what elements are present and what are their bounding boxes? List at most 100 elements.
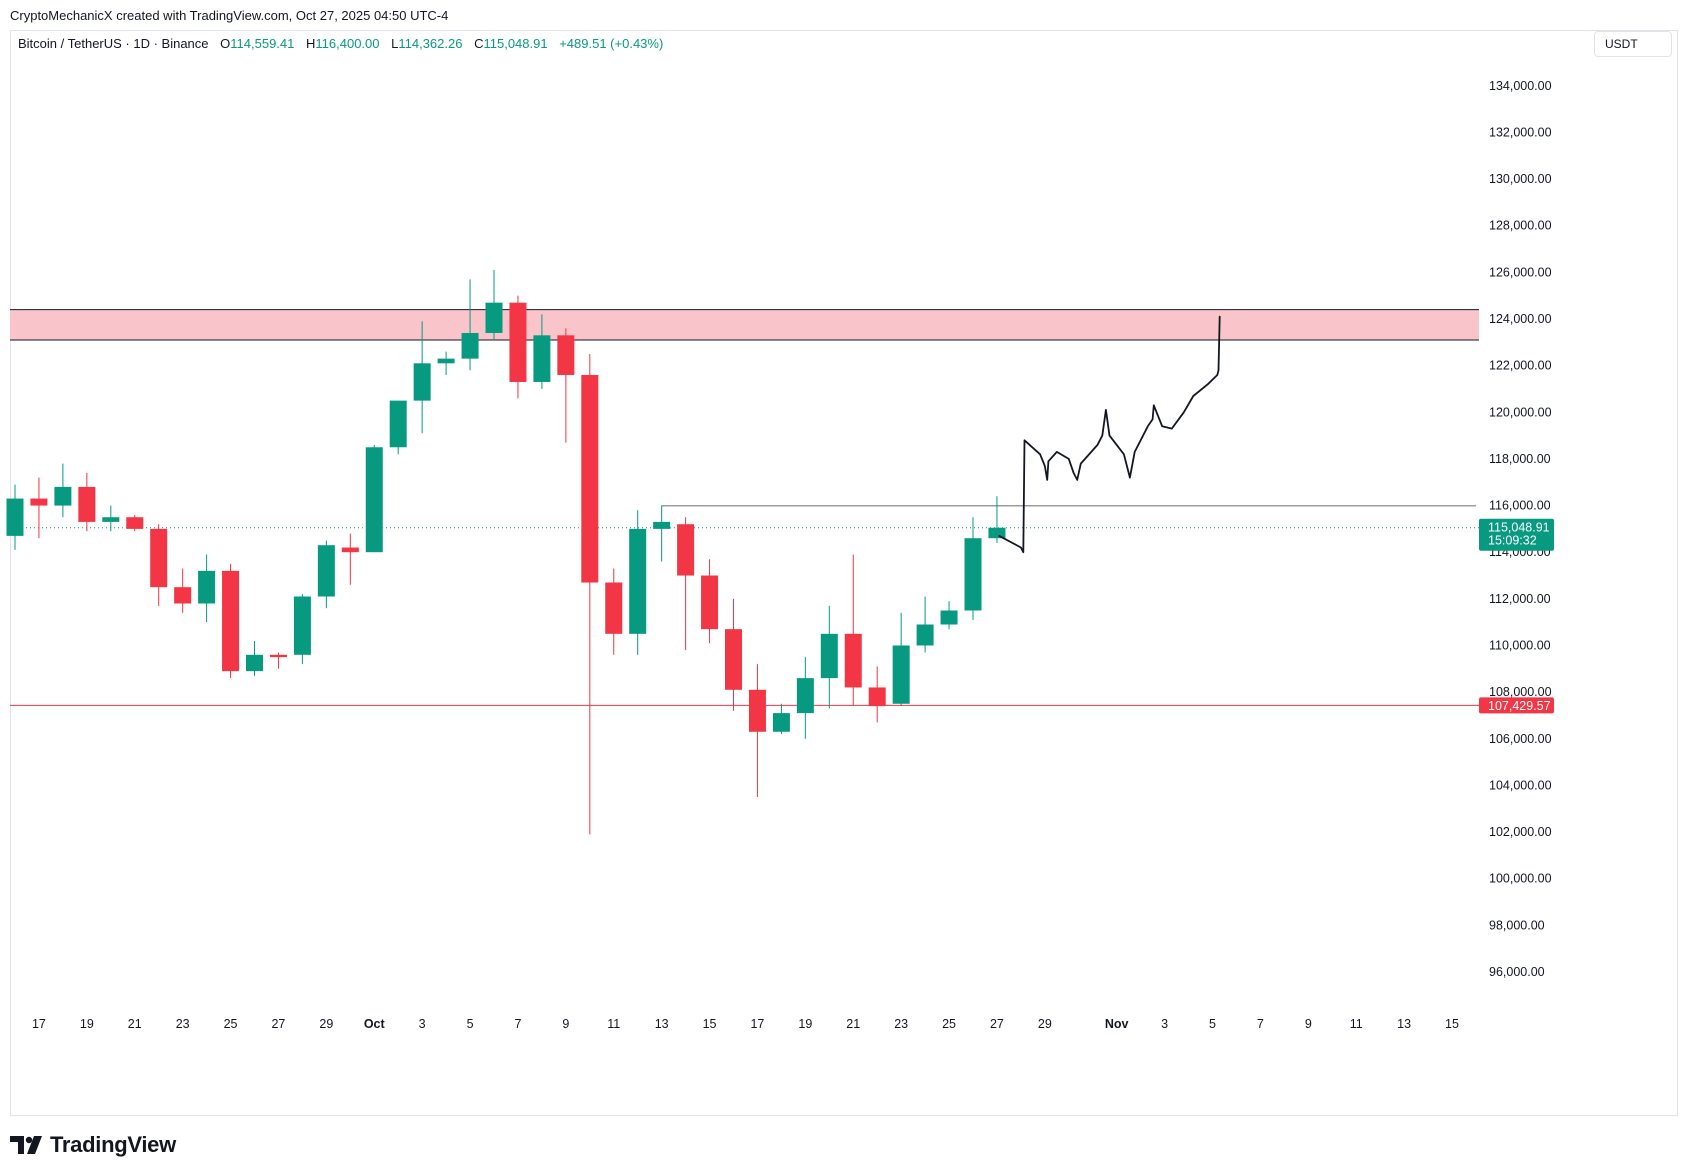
y-tick-label: 126,000.00 [1489, 265, 1552, 279]
candle[interactable] [677, 517, 695, 651]
candle[interactable] [988, 496, 1006, 543]
candle-body [126, 517, 144, 529]
candle-body [461, 332, 479, 359]
candle-body [748, 689, 766, 732]
x-tick-label: Oct [364, 1017, 386, 1031]
candle[interactable] [772, 703, 790, 735]
candle[interactable] [341, 533, 359, 585]
candle[interactable] [293, 594, 311, 665]
candle[interactable] [844, 554, 862, 707]
candle[interactable] [317, 540, 335, 609]
candle[interactable] [629, 510, 647, 655]
candle[interactable] [198, 554, 216, 623]
candle-body [725, 629, 742, 690]
candle[interactable] [150, 524, 168, 606]
candle-body [581, 374, 599, 583]
x-tick-label: 3 [1161, 1017, 1168, 1031]
x-tick-label: 25 [942, 1017, 956, 1031]
candle[interactable] [6, 484, 24, 550]
x-tick-label: 15 [1445, 1017, 1459, 1031]
candle[interactable] [796, 657, 814, 739]
candle[interactable] [509, 295, 527, 399]
candle[interactable] [748, 664, 766, 798]
brand-name: TradingView [50, 1132, 176, 1157]
candle[interactable] [30, 477, 48, 539]
candle-body [653, 521, 671, 529]
last-price-badge-bg [1479, 518, 1554, 551]
candle[interactable] [892, 612, 910, 707]
candle[interactable] [413, 321, 431, 434]
candle[interactable] [365, 444, 383, 553]
last-price-value: 115,048.91 [1488, 521, 1550, 535]
candle-body [485, 302, 503, 333]
candle-body [293, 596, 311, 655]
candle-body [174, 587, 192, 604]
low-value: 114,362.26 [398, 36, 463, 51]
candle[interactable] [102, 505, 120, 532]
candle[interactable] [533, 314, 551, 389]
support-price-label: 107,429.57 [1488, 699, 1551, 713]
candle-body [317, 545, 335, 597]
candle[interactable] [605, 568, 623, 655]
candle[interactable] [269, 652, 287, 669]
x-tick-label: 25 [224, 1017, 238, 1031]
candle-body [605, 582, 623, 634]
candle-body [269, 654, 287, 658]
y-tick-label: 120,000.00 [1489, 405, 1552, 419]
candle-body [102, 517, 120, 522]
candle[interactable] [461, 279, 479, 371]
x-tick-label: 19 [80, 1017, 94, 1031]
x-tick-label: 15 [703, 1017, 717, 1031]
candle-body [222, 570, 240, 672]
candle[interactable] [485, 270, 503, 340]
candle[interactable] [868, 666, 886, 723]
currency-selector[interactable]: USDT [1594, 31, 1672, 57]
x-tick-label: 5 [467, 1017, 474, 1031]
candle[interactable] [246, 640, 263, 676]
x-tick-label: 9 [562, 1017, 569, 1031]
y-tick-label: 130,000.00 [1489, 172, 1552, 186]
candle[interactable] [389, 400, 407, 455]
y-tick-label: 106,000.00 [1489, 732, 1552, 746]
tradingview-brand[interactable]: TradingView [10, 1132, 176, 1158]
x-tick-label: 11 [1350, 1017, 1363, 1031]
candle[interactable] [701, 559, 719, 644]
candle[interactable] [581, 353, 599, 835]
x-tick-label: 23 [176, 1017, 190, 1031]
x-tick-label: 27 [271, 1017, 285, 1031]
x-tick-label: 19 [798, 1017, 812, 1031]
candle[interactable] [222, 563, 240, 679]
candle-body [413, 363, 431, 401]
candle[interactable] [940, 601, 958, 630]
projection-path[interactable] [998, 315, 1221, 554]
x-tick-label: 27 [990, 1017, 1004, 1031]
candle[interactable] [174, 568, 192, 613]
candle[interactable] [78, 472, 96, 532]
high-label: H [306, 36, 316, 51]
resistance-zone[interactable] [10, 309, 1479, 340]
candle[interactable] [725, 598, 742, 711]
candle[interactable] [437, 351, 455, 375]
ohlc-legend: Bitcoin / TetherUS · 1D · Binance O114,5… [18, 36, 663, 51]
candle-body [677, 524, 695, 576]
change-value: +489.51 (+0.43%) [559, 36, 664, 51]
candle[interactable] [653, 505, 671, 562]
candle[interactable] [820, 605, 838, 709]
chart-frame [10, 30, 1678, 1116]
candle-body [509, 302, 527, 382]
candle[interactable] [916, 596, 934, 653]
candle-body [6, 498, 24, 536]
chart-credit: CryptoMechanicX created with TradingView… [10, 8, 449, 23]
candle[interactable] [126, 514, 144, 532]
low-label: L [391, 36, 399, 51]
open-label: O [220, 36, 231, 51]
candle[interactable] [557, 328, 575, 443]
y-tick-label: 122,000.00 [1489, 359, 1552, 373]
symbol-title[interactable]: Bitcoin / TetherUS · 1D · Binance [18, 36, 209, 51]
candle-body [701, 575, 719, 630]
candle[interactable] [54, 463, 72, 518]
x-tick-label: 11 [607, 1017, 620, 1031]
candle[interactable] [964, 517, 982, 620]
